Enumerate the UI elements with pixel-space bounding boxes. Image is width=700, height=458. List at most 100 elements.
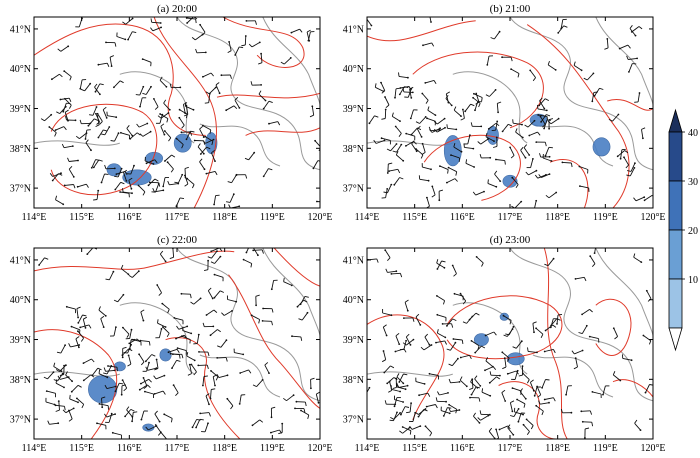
contour-line	[222, 17, 305, 68]
wind-barb	[210, 370, 219, 381]
wind-barb	[97, 62, 110, 67]
wind-barb	[460, 108, 465, 121]
wind-barb	[633, 253, 643, 263]
province-boundary	[367, 371, 453, 377]
wind-barb	[101, 396, 106, 409]
province-boundary	[34, 140, 120, 146]
panel-title: (b) 21:00	[490, 3, 531, 15]
wind-barb	[159, 250, 167, 263]
wind-barb	[612, 371, 622, 382]
wind-barb	[127, 354, 132, 367]
wind-barb	[40, 113, 53, 122]
contour-line	[50, 103, 158, 196]
wind-barb	[178, 116, 185, 129]
wind-barb	[511, 369, 519, 380]
wind-barb	[446, 341, 457, 351]
wind-barb	[541, 379, 550, 389]
contour-line	[228, 274, 320, 409]
wind-barb	[120, 384, 127, 396]
contour-line	[273, 248, 320, 287]
wind-barb	[384, 400, 397, 406]
wind-barb	[51, 73, 63, 81]
wind-barb	[159, 76, 168, 88]
x-tick-label: 117°E	[165, 443, 190, 454]
wind-barb	[45, 390, 56, 398]
wind-barb	[122, 188, 133, 195]
y-tick-label: 39°N	[10, 335, 31, 346]
wind-barb	[283, 277, 293, 287]
y-tick-label: 38°N	[10, 375, 31, 386]
wind-barb	[142, 377, 148, 389]
x-tick-label: 118°E	[545, 212, 570, 223]
wind-barb	[216, 357, 228, 362]
wind-barb	[539, 153, 551, 158]
contour-line	[245, 127, 320, 136]
y-tick-label: 40°N	[343, 64, 364, 75]
wind-barb	[152, 188, 165, 193]
wind-barb	[425, 196, 430, 208]
wind-barb	[484, 366, 497, 372]
wind-barb	[424, 79, 437, 85]
wind-barb	[300, 409, 310, 420]
wind-barb	[436, 329, 447, 339]
wind-barb	[48, 126, 57, 137]
wind-barb	[580, 410, 593, 415]
y-tick-label: 37°N	[10, 415, 31, 426]
wind-barb	[583, 72, 595, 81]
wind-barb	[102, 106, 108, 119]
wind-barb	[233, 348, 245, 356]
wind-barb	[484, 331, 497, 337]
wind-barb	[426, 117, 436, 126]
wind-barb	[184, 102, 195, 111]
wind-barb	[474, 375, 482, 387]
wind-barb	[619, 148, 626, 160]
wind-barb	[197, 364, 209, 370]
wind-barb	[465, 159, 475, 168]
wind-barb	[535, 141, 547, 147]
contour-line	[34, 23, 206, 136]
wind-barb	[544, 324, 557, 332]
wind-barb	[626, 55, 638, 60]
x-tick-label: 115°E	[69, 212, 94, 223]
wind-barb	[76, 397, 85, 409]
wind-barb	[169, 83, 182, 89]
wind-barb	[382, 309, 393, 317]
wind-barb	[154, 358, 159, 371]
y-tick-label: 39°N	[10, 104, 31, 115]
wind-barb	[409, 425, 422, 430]
wind-barb	[394, 125, 402, 137]
colorbar-segment	[668, 131, 683, 182]
wind-barb	[395, 151, 405, 162]
wind-barb	[209, 388, 216, 400]
y-tick-label: 41°N	[10, 255, 31, 266]
wind-barb	[174, 173, 184, 184]
wind-barb	[62, 102, 71, 113]
wind-barb	[532, 321, 537, 334]
wind-barb	[439, 165, 449, 174]
wind-barb	[522, 372, 530, 384]
wind-barb	[630, 26, 643, 33]
wind-barb	[156, 284, 162, 296]
wind-barb	[501, 389, 507, 402]
wind-barb	[445, 95, 453, 107]
wind-barb	[205, 309, 218, 316]
wind-barb	[150, 26, 163, 32]
wind-barb	[122, 326, 130, 338]
x-tick-label: 117°E	[498, 212, 523, 223]
wind-barb	[270, 279, 278, 291]
panel-title: (d) 23:00	[490, 234, 531, 246]
wind-barb	[226, 397, 234, 410]
wind-barb	[374, 83, 385, 93]
wind-barb	[502, 357, 507, 370]
wind-barb	[202, 375, 208, 387]
wind-barb	[53, 372, 64, 382]
wind-barb	[144, 390, 154, 398]
wind-barb	[294, 407, 306, 413]
wind-barb	[162, 176, 170, 188]
wind-barb	[433, 117, 446, 125]
wind-barb	[172, 353, 184, 359]
wind-barb	[43, 371, 55, 380]
wind-barb	[446, 318, 457, 327]
wind-barb	[125, 328, 133, 340]
